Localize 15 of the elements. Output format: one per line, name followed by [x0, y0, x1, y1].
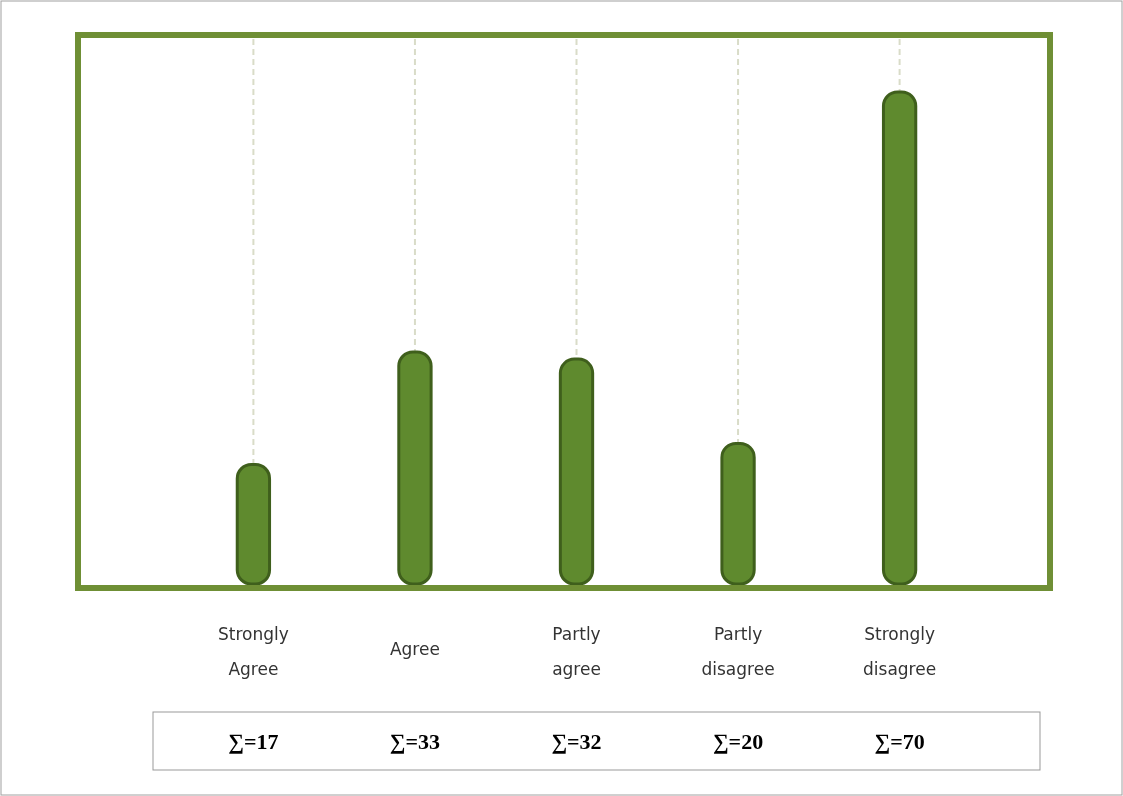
x-tick-label: Partly agree [552, 624, 601, 679]
bar [235, 463, 272, 586]
x-tick-label: Agree [389, 639, 440, 659]
x-tick-label: Strongly Agree [217, 624, 289, 679]
x-tick-label: Strongly disagree [863, 624, 937, 679]
bar [881, 90, 918, 586]
bar [720, 441, 756, 586]
bar [397, 350, 433, 586]
data-label: ∑=20 [712, 729, 764, 754]
x-tick-label: Partly disagree [701, 624, 775, 679]
data-label: ∑=17 [228, 729, 279, 754]
data-label: ∑=33 [389, 729, 441, 754]
data-label: ∑=32 [551, 729, 602, 754]
data-label: ∑=70 [874, 729, 925, 754]
bar [558, 357, 595, 586]
